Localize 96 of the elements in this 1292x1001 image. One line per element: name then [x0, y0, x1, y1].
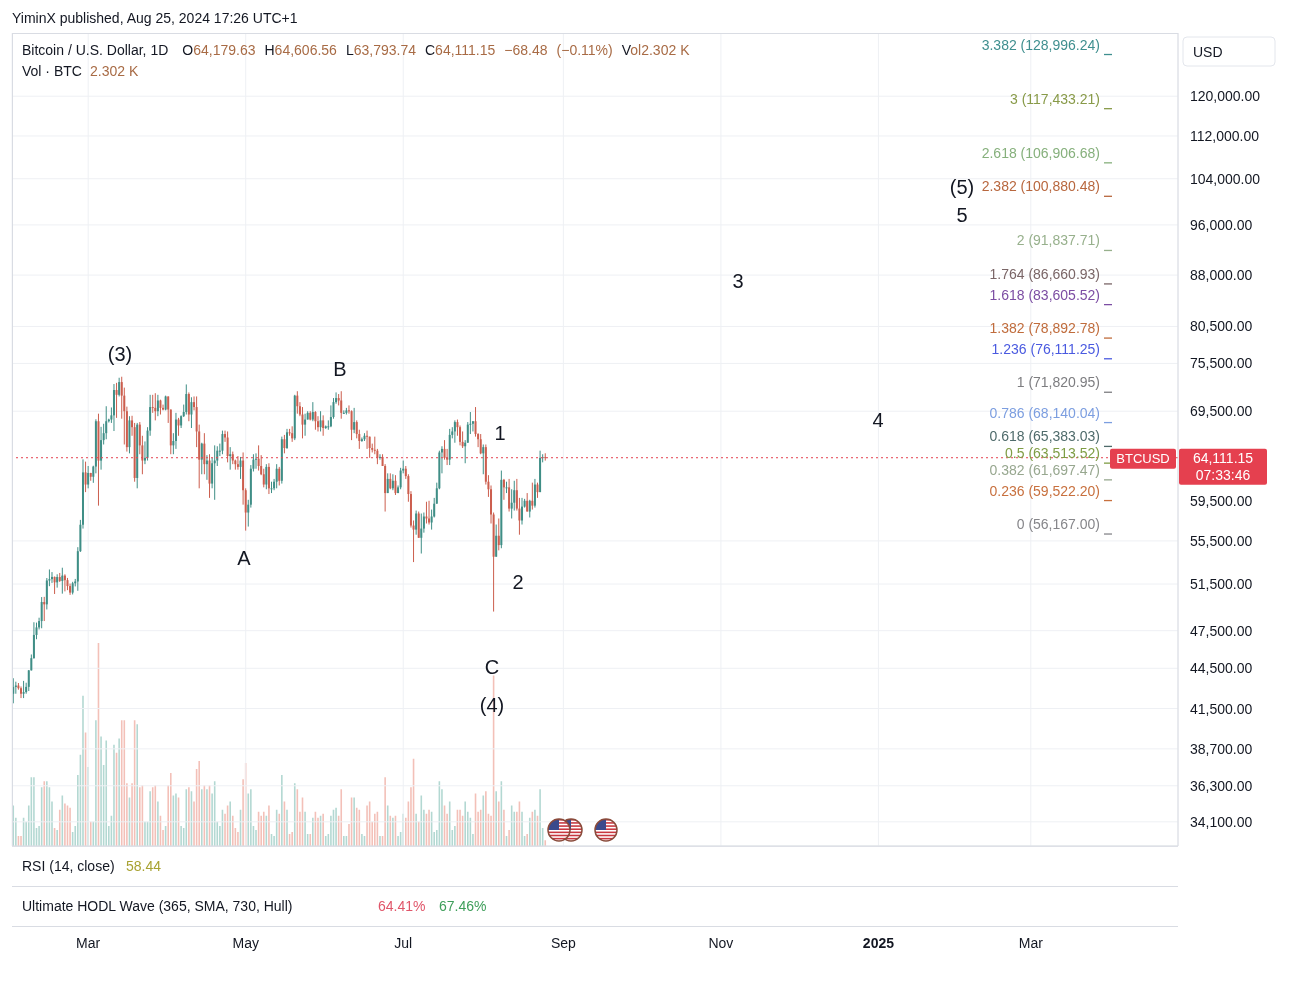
y-tick-label: 44,500.00 — [1190, 660, 1253, 677]
candlestick — [278, 466, 281, 486]
y-tick-label: 88,000.00 — [1190, 267, 1253, 284]
ref-line-label: 0 (56,167.00) — [1016, 516, 1100, 533]
annotation: 2.302 K — [90, 63, 139, 79]
x-tick-label: Mar — [1018, 935, 1044, 951]
y-tick-label: 47,500.00 — [1190, 622, 1253, 639]
y-tick-label: 51,500.00 — [1190, 576, 1253, 593]
candlestick — [265, 463, 268, 490]
text: YiminX published, Aug 25, 2024 17:26 UTC+1 — [12, 10, 298, 26]
candlestick — [314, 410, 317, 431]
candlestick — [267, 462, 270, 495]
candlestick — [479, 433, 482, 455]
text: 58.44 — [126, 858, 162, 874]
text: Ultimate HODL Wave (365, SMA, 730, Hull) — [22, 898, 293, 914]
y-tick-label: 69,500.00 — [1190, 403, 1253, 420]
candlestick — [428, 500, 431, 526]
annotation: C — [484, 656, 500, 678]
ref-line-label: 1.236 (76,111.25) — [991, 340, 1100, 357]
ref-line-label: 2 (91,837.71) — [1016, 232, 1100, 249]
candlestick — [190, 396, 193, 429]
candlestick — [443, 439, 446, 461]
ref-line-label: 1.764 (86,660.93) — [989, 265, 1100, 282]
candlestick — [100, 426, 103, 471]
ref-line-label: 2.618 (106,906.68) — [981, 144, 1100, 161]
y-tick-label: 80,500.00 — [1190, 318, 1253, 335]
y-tick-label: 34,100.00 — [1190, 813, 1253, 830]
candlestick — [482, 443, 485, 475]
x-tick-label: Nov — [708, 935, 734, 951]
y-tick-label: 112,000.00 — [1190, 128, 1260, 144]
annotation: Vol · BTC — [22, 63, 82, 79]
ref-line-label: 0.5 (63,513.52) — [1005, 445, 1100, 462]
candlestick — [531, 482, 534, 511]
annotation: (5) — [949, 176, 975, 198]
text: 07:33:46 — [1195, 467, 1251, 483]
ref-line-label: 3.382 (128,996.24) — [981, 36, 1100, 53]
y-tick-label: 38,700.00 — [1190, 740, 1253, 757]
ref-line-label: 0.382 (61,697.47) — [989, 461, 1100, 478]
candlestick — [208, 453, 211, 499]
candlestick — [162, 404, 165, 411]
annotation: 3 — [732, 270, 744, 292]
x-tick-label: May — [232, 935, 259, 951]
ref-line-label: 2.382 (100,880.48) — [981, 178, 1100, 195]
candlestick — [350, 409, 353, 441]
text: RSI (14, close) — [22, 858, 115, 874]
ref-line-label: BTCUSD — [1116, 451, 1170, 467]
x-tick-label: 2025 — [862, 935, 895, 951]
ref-line-label: 0.786 (68,140.04) — [989, 404, 1100, 421]
y-tick-label: 36,300.00 — [1190, 777, 1253, 794]
text: 64,111.15 — [1192, 450, 1254, 466]
annotation: 1 — [494, 422, 506, 444]
candlestick — [226, 430, 229, 463]
candlestick — [360, 437, 363, 443]
y-tick-label: 75,500.00 — [1190, 355, 1253, 372]
x-tick-label: Sep — [550, 935, 577, 951]
annotation: A — [237, 547, 252, 569]
candlestick — [270, 481, 273, 494]
candlestick — [378, 453, 381, 461]
y-tick-label: 41,500.00 — [1190, 700, 1253, 717]
y-axis-title: USD — [1193, 44, 1223, 60]
candlestick — [275, 463, 278, 489]
text: 64.41% — [378, 898, 426, 914]
annotation: 2 — [512, 571, 524, 593]
candlestick — [301, 406, 304, 439]
y-tick-label: 96,000.00 — [1190, 216, 1253, 233]
ref-line-label: 1.382 (78,892.78) — [989, 320, 1100, 337]
candlestick — [286, 428, 288, 450]
candlestick — [221, 430, 224, 455]
candlestick — [20, 685, 23, 699]
y-tick-label: 120,000.00 — [1190, 88, 1261, 105]
candlestick — [319, 410, 322, 432]
annotation: (3) — [107, 343, 133, 365]
annotation: 4 — [872, 409, 884, 431]
ref-line-label: 1 (71,820.95) — [1016, 374, 1100, 391]
candlestick — [497, 518, 500, 551]
candlestick — [304, 413, 307, 437]
x-tick-label: Jul — [394, 935, 413, 951]
ref-line-label: 1.618 (83,605.52) — [989, 286, 1100, 303]
candlestick — [51, 571, 53, 584]
candlestick — [505, 481, 508, 494]
candlestick — [257, 444, 260, 472]
candlestick — [316, 415, 319, 432]
annotation: (4) — [479, 694, 505, 716]
x-tick-label: Mar — [76, 935, 101, 951]
text: O64,179.63 H64,606.56 L63,793.74 C64,111.15 −68.48 (−0.11%) Vol2.302 K — [182, 42, 690, 58]
candlestick — [200, 442, 203, 475]
ref-line-label: 3 (117,433.21) — [1009, 90, 1100, 107]
ref-line-label: 0.618 (65,383.03) — [989, 428, 1100, 445]
annotation: 5 — [956, 204, 968, 226]
y-tick-label: 55,500.00 — [1190, 532, 1253, 549]
ref-line-label: 0.236 (59,522.20) — [989, 482, 1100, 499]
annotation: B — [333, 358, 347, 380]
text: Bitcoin / U.S. Dollar, 1D — [22, 42, 169, 58]
y-tick-label: 104,000.00 — [1190, 170, 1261, 187]
y-tick-label: 59,500.00 — [1190, 492, 1253, 509]
text: 67.46% — [439, 898, 487, 914]
